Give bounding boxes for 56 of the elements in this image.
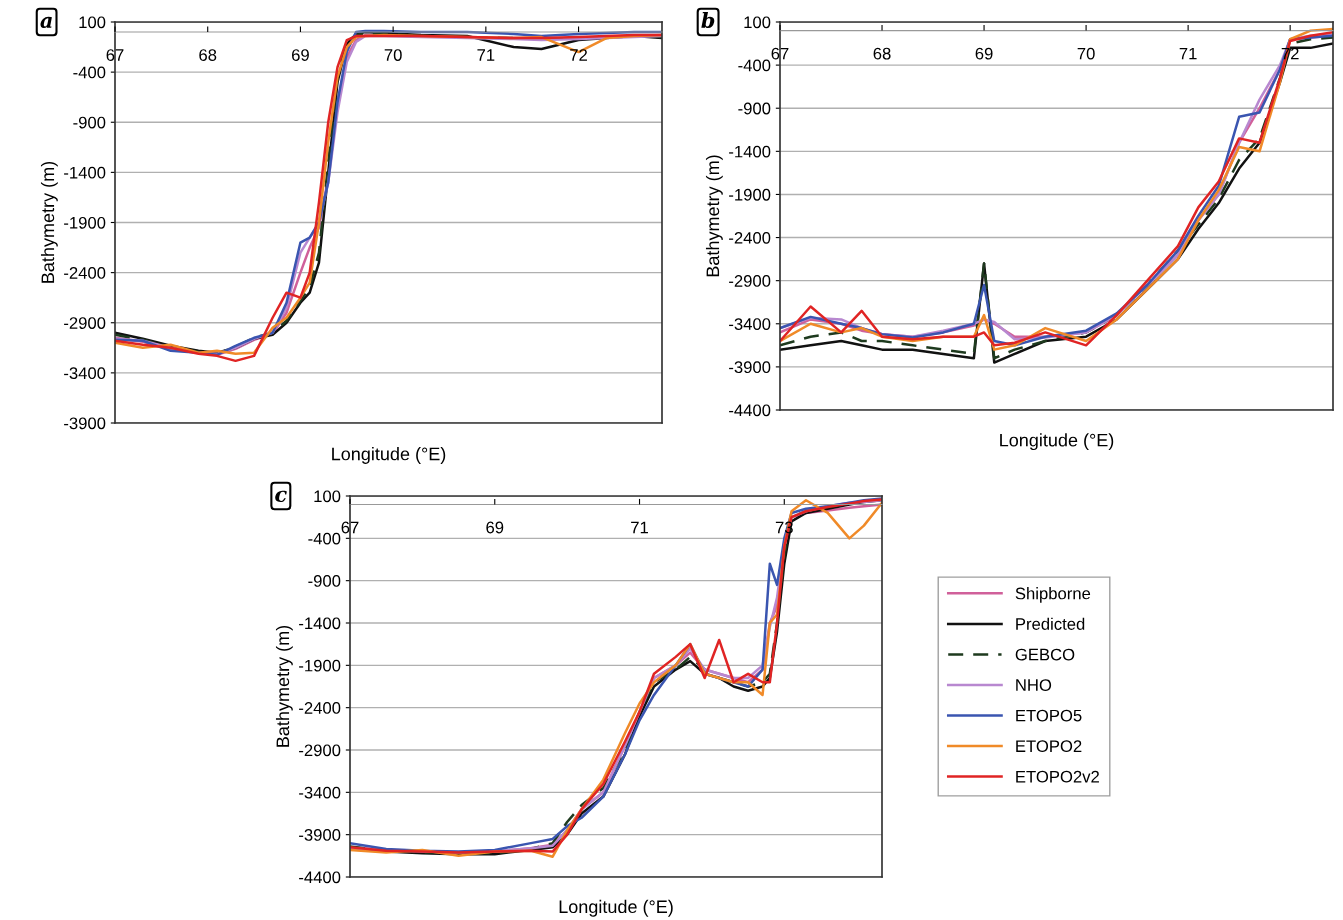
y-tick-label: -900 xyxy=(73,116,106,129)
x-tick-label: 68 xyxy=(873,47,891,60)
y-axis-title: Bathymetry (m) xyxy=(275,625,293,747)
y-tick-label: -2900 xyxy=(729,275,771,287)
x-tick-label: 70 xyxy=(1077,47,1095,60)
x-axis-title: Longitude (°E) xyxy=(332,447,446,464)
y-tick-label: -400 xyxy=(308,532,341,545)
y-axis-title: Bathymetry (m) xyxy=(40,161,58,283)
y-tick-label: -1900 xyxy=(299,659,341,672)
y-tick-label: -2900 xyxy=(64,317,106,329)
y-axis-title: Bathymetry (m) xyxy=(705,155,723,277)
text: a xyxy=(40,16,52,29)
y-tick-label: -4400 xyxy=(729,404,771,417)
x-tick-label: 70 xyxy=(384,49,402,61)
y-tick-label: -900 xyxy=(738,102,771,115)
y-tick-label: -1400 xyxy=(64,166,106,179)
x-axis-title: Longitude (°E) xyxy=(1000,433,1114,451)
y-tick-label: -1400 xyxy=(299,617,341,630)
legend-label: ETOPO2 xyxy=(1016,740,1082,753)
y-tick-label: 100 xyxy=(314,490,341,503)
x-tick-label: 71 xyxy=(1179,47,1197,60)
y-tick-label: -3400 xyxy=(299,786,341,799)
y-tick-label: -1900 xyxy=(729,188,771,201)
y-tick-label: -2900 xyxy=(299,744,341,757)
y-tick-label: -400 xyxy=(73,66,106,79)
y-tick-label: -400 xyxy=(738,59,771,72)
legend-label: GEBCO xyxy=(1015,648,1075,661)
y-tick-label: -2400 xyxy=(729,231,771,244)
legend-label: ETOPO5 xyxy=(1016,709,1082,722)
x-tick-label: 71 xyxy=(477,49,495,61)
y-tick-label: -3400 xyxy=(729,318,771,330)
y-tick-label: -1400 xyxy=(729,145,771,158)
x-tick-label: 69 xyxy=(486,521,504,534)
x-tick-label: 69 xyxy=(292,49,309,61)
y-tick-label: -2400 xyxy=(299,702,341,714)
y-tick-label: -900 xyxy=(308,575,341,587)
y-tick-label: -2400 xyxy=(64,267,106,279)
x-axis-title: Longitude (°E) xyxy=(559,899,673,917)
legend-label: Predicted xyxy=(1016,617,1085,630)
y-tick-label: -3900 xyxy=(299,829,341,841)
text: c xyxy=(275,490,287,503)
text: b xyxy=(701,11,715,29)
y-tick-label: -4400 xyxy=(299,871,341,884)
x-tick-label: 69 xyxy=(975,47,993,60)
legend-label: Shipborne xyxy=(1015,587,1091,603)
y-tick-label: 100 xyxy=(79,16,106,29)
x-tick-label: 72 xyxy=(570,49,587,61)
y-tick-label: -3900 xyxy=(64,417,106,430)
y-tick-label: 100 xyxy=(744,16,771,29)
legend-label: NHO xyxy=(1016,679,1052,691)
x-tick-label: 71 xyxy=(631,521,648,534)
x-tick-label: 68 xyxy=(199,49,217,61)
y-tick-label: -3900 xyxy=(729,361,771,374)
y-tick-label: -3400 xyxy=(64,367,106,380)
y-tick-label: -1900 xyxy=(64,216,106,229)
legend-label: ETOPO2v2 xyxy=(1016,770,1099,783)
